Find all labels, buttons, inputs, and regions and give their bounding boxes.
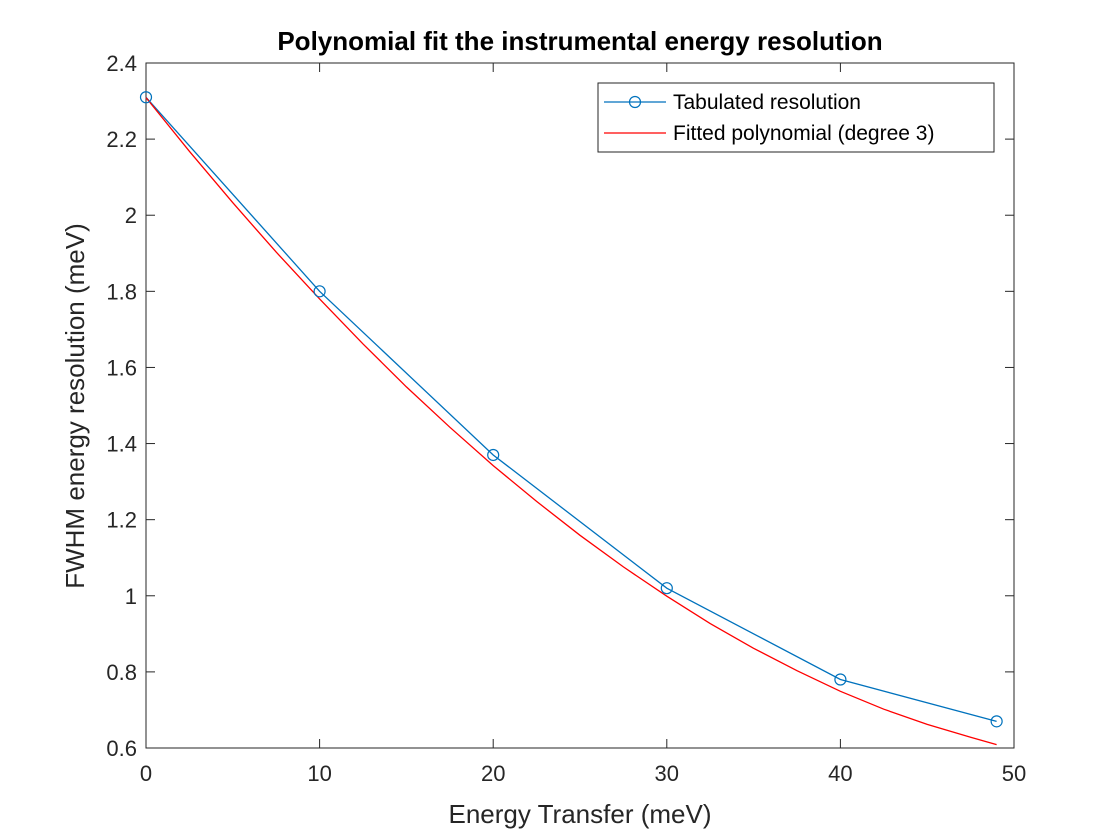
y-tick-label: 2.4 [106, 51, 137, 76]
x-tick-label: 50 [1002, 761, 1026, 786]
series-layer [139, 91, 1003, 746]
y-tick-label: 1.8 [106, 279, 137, 304]
y-tick-label: 0.8 [106, 660, 137, 685]
axis-ticks: 0 10 20 30 40 50 0.6 0.8 1 1.2 1.4 1.6 1.8 2 2.2 2.4 [106, 51, 1026, 786]
y-tick-label: 2 [125, 203, 137, 228]
y-tick-label: 1.2 [106, 508, 137, 533]
x-axis-label: Energy Transfer (meV) [449, 799, 712, 829]
x-tick-label: 0 [140, 761, 152, 786]
x-tick-label: 10 [307, 761, 331, 786]
x-tick-label: 40 [828, 761, 852, 786]
plot-area-frame [145, 62, 1015, 749]
y-tick-label: 1 [125, 584, 137, 609]
data-point-marker [487, 448, 500, 462]
y-tick-label: 0.6 [106, 736, 137, 761]
y-axis-label: FWHM energy resolution (meV) [60, 223, 90, 589]
series-line-fitted-polynomial [145, 97, 997, 746]
legend-label-tabulated: Tabulated resolution [673, 91, 861, 114]
data-point-marker [834, 673, 847, 686]
data-point-marker [313, 285, 326, 298]
y-tick-label: 1.4 [106, 432, 137, 457]
series-line-tabulated-resolution [145, 96, 997, 723]
legend-swatch-tabulated-marker [628, 95, 642, 109]
x-tick-label: 20 [481, 761, 505, 786]
data-point-marker [990, 715, 1003, 728]
data-point-marker [139, 91, 153, 104]
legend-label-fitted: Fitted polynomial (degree 3) [673, 122, 934, 145]
y-tick-label: 2.2 [106, 127, 137, 152]
y-tick-label: 1.6 [106, 355, 137, 380]
chart-title: Polynomial fit the instrumental energy r… [277, 26, 882, 56]
x-tick-label: 30 [655, 761, 679, 786]
legend: Tabulated resolution Fitted polynomial (d… [597, 82, 995, 153]
legend-box [597, 82, 995, 153]
data-point-marker [660, 582, 673, 595]
